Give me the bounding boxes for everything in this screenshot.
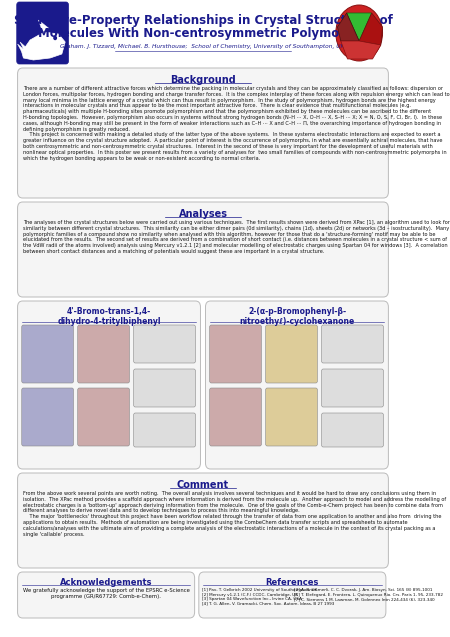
Text: Structure-Property Relationships in Crystal Structures of: Structure-Property Relationships in Crys… [14, 14, 392, 27]
FancyBboxPatch shape [266, 325, 317, 383]
Circle shape [336, 5, 382, 61]
FancyBboxPatch shape [17, 2, 68, 64]
Text: There are a number of different attractive forces which determine the packing in: There are a number of different attracti… [22, 86, 449, 161]
Polygon shape [341, 41, 381, 59]
Polygon shape [22, 32, 65, 60]
Text: 2-(α-p-Bromophenyl-β-
nitroethyℓ)-cyclohexanone: 2-(α-p-Bromophenyl-β- nitroethyℓ)-cycloh… [239, 307, 355, 326]
FancyBboxPatch shape [18, 202, 388, 297]
Text: [1] Pav, T. Gelbrich 2002 University of Southampton, UK
[2] Mercury v1.2.1 (C.F.: [1] Pav, T. Gelbrich 2002 University of … [202, 588, 334, 606]
FancyBboxPatch shape [18, 301, 201, 469]
Text: 4'-Bromo-trans-1,4-
dihydro-4-tritylbiphenyl: 4'-Bromo-trans-1,4- dihydro-4-tritylbiph… [57, 307, 161, 326]
FancyBboxPatch shape [18, 572, 195, 618]
Polygon shape [338, 13, 359, 41]
FancyBboxPatch shape [22, 325, 73, 383]
FancyBboxPatch shape [134, 413, 195, 447]
FancyBboxPatch shape [210, 325, 261, 383]
FancyBboxPatch shape [206, 301, 388, 469]
FancyBboxPatch shape [22, 388, 73, 446]
FancyBboxPatch shape [199, 572, 386, 618]
Polygon shape [359, 13, 382, 45]
FancyBboxPatch shape [78, 325, 130, 383]
Text: We gratefully acknowledge the support of the EPSRC e-Science
programme (GR/R6772: We gratefully acknowledge the support of… [22, 588, 189, 599]
FancyBboxPatch shape [18, 68, 388, 198]
FancyBboxPatch shape [78, 388, 130, 446]
FancyBboxPatch shape [210, 388, 261, 446]
Circle shape [54, 36, 56, 39]
FancyBboxPatch shape [322, 325, 383, 363]
FancyBboxPatch shape [322, 413, 383, 447]
FancyBboxPatch shape [134, 325, 195, 363]
Text: References: References [266, 578, 319, 587]
Text: Molecules With Non-centrosymmetric Polymorphs: Molecules With Non-centrosymmetric Polym… [37, 27, 369, 40]
Polygon shape [38, 20, 49, 32]
Text: [2] A. Brammerli, C. C. Dvorak, J. Am. Biosyn. Sci. 165 (8) 895-1001
[5] T. Elef: [2] A. Brammerli, C. C. Dvorak, J. Am. B… [294, 588, 443, 601]
FancyBboxPatch shape [18, 473, 388, 568]
Text: Analyses: Analyses [179, 209, 228, 219]
Polygon shape [18, 42, 27, 52]
Text: Acknowledgements: Acknowledgements [60, 578, 153, 587]
Text: From the above work several points are worth noting.  The overall analysis invol: From the above work several points are w… [22, 491, 446, 536]
Text: The analyses of the crystal structures below were carried out using various tech: The analyses of the crystal structures b… [22, 220, 450, 254]
Text: Comment: Comment [177, 480, 229, 490]
FancyBboxPatch shape [322, 369, 383, 407]
Text: Background: Background [170, 75, 236, 85]
FancyBboxPatch shape [266, 388, 317, 446]
FancyBboxPatch shape [134, 369, 195, 407]
Polygon shape [346, 13, 372, 41]
Text: Graham. J. Tizzard, Michael. B. Hursthouse;  School of Chemistry, University of : Graham. J. Tizzard, Michael. B. Hursthou… [60, 44, 346, 49]
